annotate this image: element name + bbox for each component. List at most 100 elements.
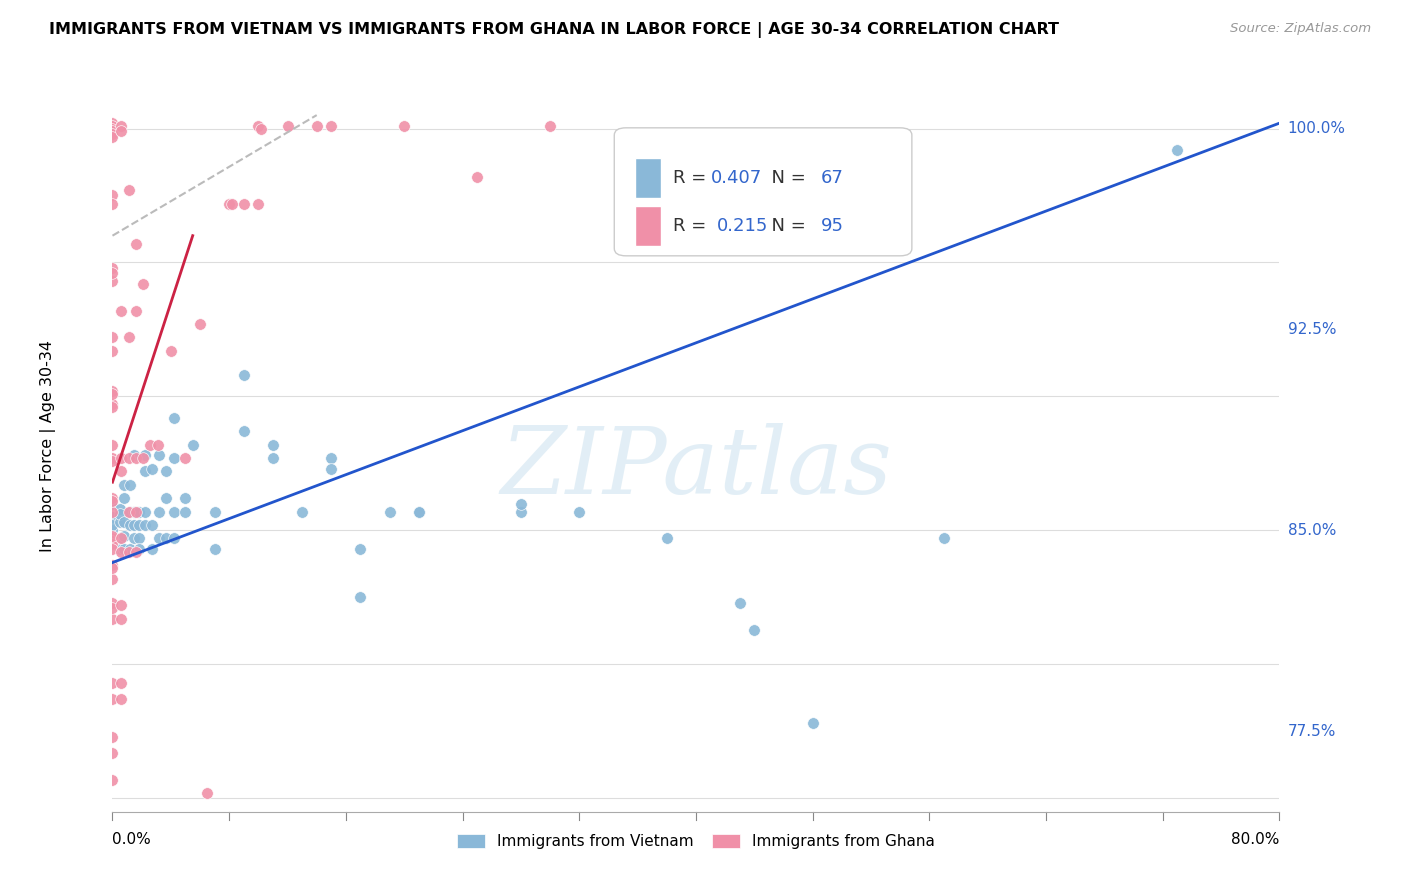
Point — [101, 437, 124, 451]
Point — [101, 676, 124, 690]
Point — [124, 449, 146, 463]
Point — [276, 119, 298, 133]
Text: IMMIGRANTS FROM VIETNAM VS IMMIGRANTS FROM GHANA IN LABOR FORCE | AGE 30-34 CORR: IMMIGRANTS FROM VIETNAM VS IMMIGRANTS FR… — [49, 22, 1059, 38]
Point — [139, 437, 162, 451]
Point — [174, 491, 197, 506]
Point — [110, 599, 132, 613]
Text: 0.215: 0.215 — [717, 217, 768, 235]
Point — [125, 545, 148, 559]
Point — [232, 196, 254, 211]
Point — [101, 746, 124, 760]
Point — [118, 478, 141, 492]
Point — [128, 505, 150, 519]
Point — [134, 449, 156, 463]
Point — [378, 505, 401, 519]
Text: 85.0%: 85.0% — [1288, 523, 1336, 538]
Text: 100.0%: 100.0% — [1288, 121, 1346, 136]
Point — [124, 532, 146, 546]
Point — [101, 127, 124, 141]
Point — [101, 596, 124, 610]
Point — [101, 196, 124, 211]
Point — [101, 772, 124, 787]
Text: 92.5%: 92.5% — [1288, 322, 1336, 337]
Point — [101, 397, 124, 411]
Point — [218, 196, 240, 211]
Point — [101, 386, 124, 401]
Point — [101, 343, 124, 358]
Point — [110, 303, 132, 318]
Point — [125, 303, 148, 318]
Point — [101, 730, 124, 744]
Point — [134, 518, 156, 533]
Point — [101, 529, 124, 543]
Text: R =: R = — [672, 169, 711, 187]
Text: Source: ZipAtlas.com: Source: ZipAtlas.com — [1230, 22, 1371, 36]
Point — [101, 494, 124, 508]
Point — [128, 532, 150, 546]
Point — [118, 518, 141, 533]
Point — [408, 505, 430, 519]
Point — [110, 119, 132, 133]
Point — [101, 532, 124, 546]
Point — [108, 502, 131, 516]
Point — [101, 121, 124, 136]
Point — [112, 491, 135, 506]
Point — [101, 129, 124, 144]
Text: R =: R = — [672, 217, 711, 235]
Point — [101, 274, 124, 288]
Point — [117, 451, 139, 466]
Point — [101, 124, 124, 138]
Point — [1166, 143, 1188, 157]
Point — [110, 612, 132, 626]
Point — [174, 505, 197, 519]
Point — [568, 505, 591, 519]
Point — [128, 518, 150, 533]
Point — [801, 716, 824, 731]
Point — [141, 542, 163, 557]
Text: ZIPatlas: ZIPatlas — [501, 423, 891, 513]
Legend: Immigrants from Vietnam, Immigrants from Ghana: Immigrants from Vietnam, Immigrants from… — [451, 828, 941, 855]
Point — [262, 451, 284, 466]
Point — [155, 491, 177, 506]
Point — [728, 596, 751, 610]
Point — [932, 532, 955, 546]
Point — [250, 121, 273, 136]
Point — [101, 692, 124, 706]
Point — [148, 505, 170, 519]
Text: 0.0%: 0.0% — [112, 832, 152, 847]
Point — [134, 465, 156, 479]
Point — [509, 497, 531, 511]
Point — [538, 119, 561, 133]
Point — [110, 124, 132, 138]
Point — [163, 532, 186, 546]
Point — [134, 505, 156, 519]
Point — [125, 451, 148, 466]
Point — [117, 330, 139, 344]
Point — [101, 116, 124, 130]
Point — [465, 169, 488, 184]
FancyBboxPatch shape — [636, 158, 661, 198]
Point — [101, 451, 124, 466]
Text: 80.0%: 80.0% — [1232, 832, 1279, 847]
Point — [117, 545, 139, 559]
Point — [141, 518, 163, 533]
Point — [117, 183, 139, 197]
Point — [163, 505, 186, 519]
Point — [117, 505, 139, 519]
Point — [101, 572, 124, 586]
Point — [112, 478, 135, 492]
Point — [101, 542, 124, 557]
Point — [509, 505, 531, 519]
Point — [110, 545, 132, 559]
Text: 0.407: 0.407 — [711, 169, 762, 187]
Point — [148, 532, 170, 546]
FancyBboxPatch shape — [636, 206, 661, 246]
FancyBboxPatch shape — [614, 128, 912, 256]
Point — [101, 534, 124, 549]
Point — [101, 524, 124, 538]
Point — [125, 505, 148, 519]
Point — [101, 518, 124, 533]
Point — [101, 601, 124, 615]
Point — [108, 516, 131, 530]
Point — [101, 384, 124, 398]
